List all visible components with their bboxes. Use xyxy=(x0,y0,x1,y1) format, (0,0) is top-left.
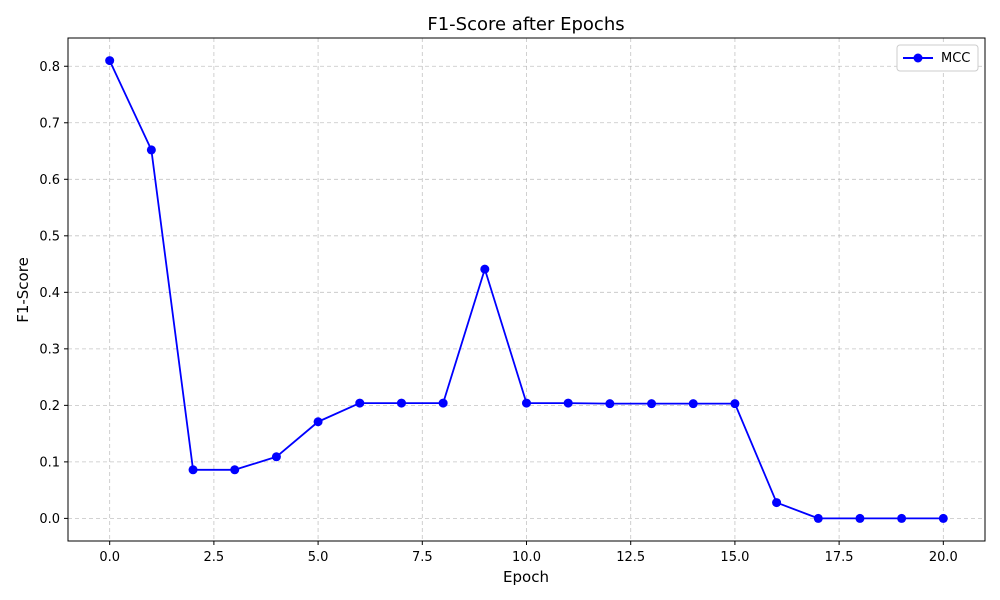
y-tick-label: 0.8 xyxy=(39,60,60,75)
x-tick-label: 17.5 xyxy=(825,550,854,565)
data-point xyxy=(438,398,448,408)
plot-frame xyxy=(67,37,986,542)
x-tick-label: 2.5 xyxy=(204,550,225,565)
data-point xyxy=(522,398,531,408)
grid xyxy=(68,38,985,541)
x-tick-label: 10.0 xyxy=(512,550,541,565)
y-axis-label: F1-Score xyxy=(14,257,32,323)
data-point xyxy=(938,513,948,523)
y-tick-label: 0.3 xyxy=(39,342,60,357)
data-point xyxy=(480,264,490,274)
data-point xyxy=(813,513,823,523)
legend-label: MCC xyxy=(941,51,970,66)
chart-title: F1-Score after Epochs xyxy=(427,14,624,35)
data-point xyxy=(396,398,406,408)
data-point xyxy=(313,417,323,427)
data-point xyxy=(563,398,573,408)
y-tick-label: 0.2 xyxy=(39,399,60,414)
y-tick-label: 0.7 xyxy=(39,116,60,131)
data-point xyxy=(146,145,156,155)
x-tick-label: 7.5 xyxy=(412,550,433,565)
y-tick-label: 0.4 xyxy=(39,286,60,301)
data-point xyxy=(188,465,198,475)
data-point xyxy=(230,465,240,475)
ticks: 0.0 2.5 5.0 7.5 10.0 12.5 15.0 17.5 20.0 0.0 0.1 0.… xyxy=(39,60,957,565)
x-tick-label: 20.0 xyxy=(929,550,958,565)
data-point xyxy=(772,498,782,508)
data-point xyxy=(730,399,740,409)
y-tick-label: 0.6 xyxy=(39,173,60,188)
y-tick-label: 0.0 xyxy=(39,512,60,527)
data-point xyxy=(605,399,615,409)
x-tick-label: 0.0 xyxy=(99,550,120,565)
data-point xyxy=(855,513,865,523)
data-point xyxy=(897,513,907,523)
legend: MCC xyxy=(896,44,979,72)
data-point xyxy=(355,398,365,408)
data-point xyxy=(647,399,657,409)
data-point xyxy=(105,56,115,66)
series-layer xyxy=(105,56,948,523)
legend-box xyxy=(896,44,979,72)
x-axis-label: Epoch xyxy=(503,568,549,586)
data-point xyxy=(271,452,281,462)
x-tick-label: 15.0 xyxy=(720,550,749,565)
x-tick-label: 12.5 xyxy=(616,550,645,565)
y-tick-label: 0.5 xyxy=(39,229,60,244)
y-tick-label: 0.1 xyxy=(39,455,60,470)
legend-marker-swatch xyxy=(913,53,923,63)
x-tick-label: 5.0 xyxy=(308,550,329,565)
data-point xyxy=(688,399,698,409)
